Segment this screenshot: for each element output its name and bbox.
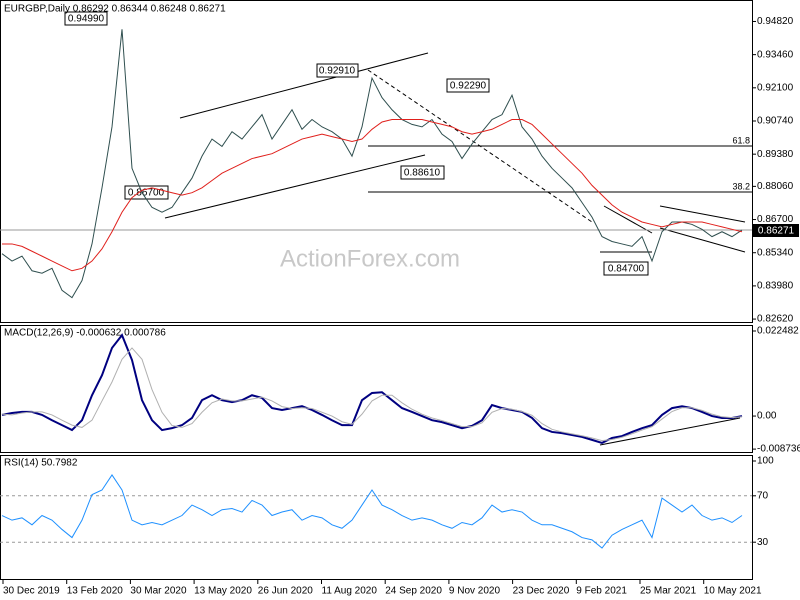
- series-line: [1, 347, 743, 442]
- y-tick-label: 70: [757, 490, 769, 501]
- label-box: [446, 78, 490, 93]
- macd-panel: [0, 325, 753, 453]
- label-box: [316, 63, 359, 78]
- price-annotation: 0.88610: [404, 168, 441, 179]
- watermark: ActionForex.com: [280, 245, 460, 272]
- label-box: [64, 11, 108, 26]
- series-line: [1, 29, 743, 299]
- y-tick-label: 0.92100: [757, 82, 794, 93]
- x-tick-label: 13 May 2020: [194, 586, 252, 597]
- x-tick-label: 9 Feb 2021: [576, 586, 627, 597]
- current-price: 0.86271: [758, 226, 795, 237]
- current-price-box: [753, 224, 799, 237]
- price-panel: [0, 0, 753, 323]
- x-tick-label: 30 Mar 2020: [130, 586, 187, 597]
- x-tick-label: 25 Mar 2021: [640, 586, 697, 597]
- y-tick-label: 100: [757, 456, 774, 467]
- fib-label: 38.2: [732, 181, 750, 191]
- y-tick-label: 0.90740: [757, 116, 794, 127]
- price-annotation: 0.84700: [608, 264, 645, 275]
- price-annotation: 0.92290: [450, 81, 487, 92]
- y-tick-label: 0.86700: [757, 214, 794, 225]
- y-tick-label: 0.00: [757, 411, 777, 422]
- trend-lines: [0, 52, 752, 446]
- y-tick-label: 0.94820: [757, 16, 794, 27]
- x-tick-label: 26 Jun 2020: [258, 586, 313, 597]
- chart-title: EURGBP,Daily 0.86292 0.86344 0.86248 0.8…: [4, 4, 226, 15]
- x-tick-label: 10 May 2021: [704, 586, 762, 597]
- x-tick-label: 11 Aug 2020: [322, 586, 378, 597]
- price-annotation: 0.92910: [319, 66, 356, 77]
- rsi-panel: [0, 455, 753, 580]
- series-line: [1, 333, 743, 444]
- y-tick-label: 30: [757, 537, 769, 548]
- y-tick-label: 0.022482: [757, 326, 799, 337]
- x-tick-label: 9 Nov 2020: [449, 586, 501, 597]
- label-box: [603, 261, 649, 276]
- y-tick-label: 0.83980: [757, 281, 794, 292]
- x-tick-label: 13 Feb 2020: [67, 586, 124, 597]
- y-tick-label: 0.89380: [757, 149, 794, 160]
- series-line: [1, 474, 743, 549]
- x-tick-label: 23 Dec 2020: [513, 586, 570, 597]
- macd-title: MACD(12,26,9) -0.000632 0.000786: [4, 328, 166, 339]
- y-tick-label: 0.85340: [757, 247, 794, 258]
- x-tick-label: 30 Dec 2019: [3, 586, 60, 597]
- rsi-title: RSI(14) 50.7982: [4, 458, 78, 469]
- x-tick-label: 24 Sep 2020: [385, 586, 442, 597]
- y-tick-label: 0.82620: [757, 314, 794, 325]
- price-annotation: 0.94990: [68, 14, 105, 25]
- fib-label: 61.8: [732, 135, 750, 145]
- y-tick-label: -0.008736: [757, 444, 800, 455]
- y-tick-label: 0.88060: [757, 181, 794, 192]
- price-annotation: 0.86700: [128, 188, 165, 199]
- label-box: [400, 165, 445, 180]
- y-tick-label: 0.93460: [757, 49, 794, 60]
- series-line: [2, 119, 743, 272]
